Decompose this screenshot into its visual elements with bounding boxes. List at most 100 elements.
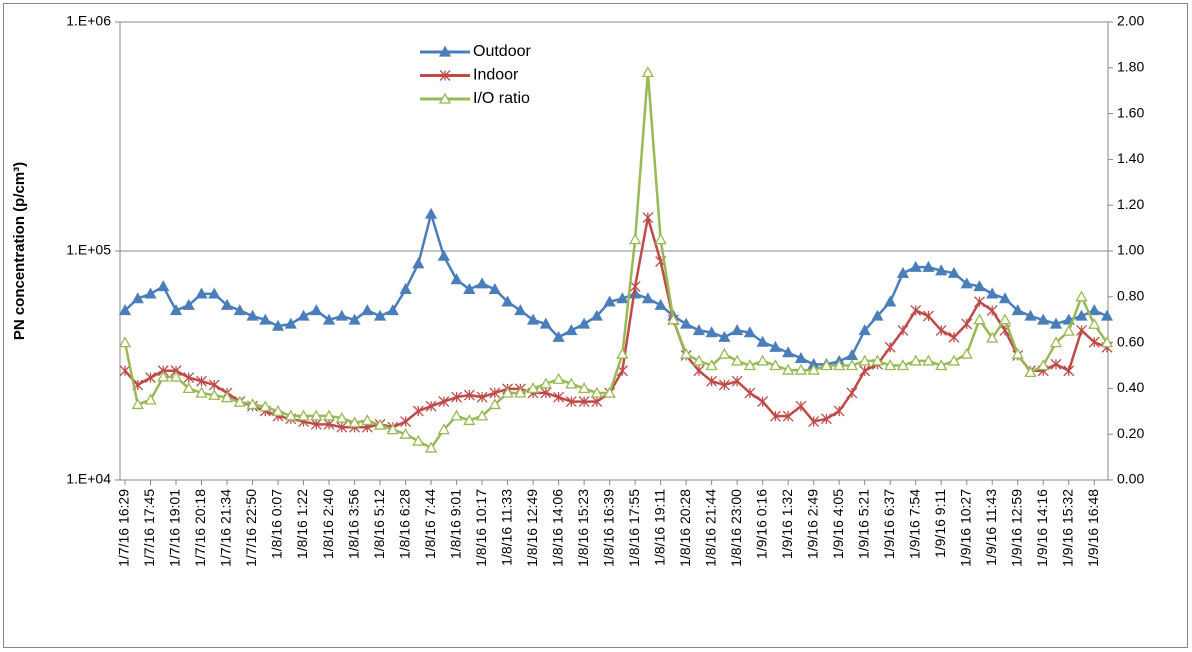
- marker: [246, 309, 259, 321]
- marker: [820, 359, 833, 371]
- marker: [1088, 317, 1101, 329]
- y-tick-label: 1.E+04: [66, 471, 111, 487]
- marker: [450, 409, 463, 421]
- marker: [922, 310, 934, 322]
- marker: [514, 304, 527, 316]
- x-tick-label: 1/8/16 0:07: [269, 489, 285, 559]
- y2-tick-label: 1.40: [1117, 150, 1144, 166]
- marker: [641, 66, 654, 78]
- marker: [692, 354, 706, 366]
- marker: [183, 372, 195, 384]
- marker: [794, 363, 808, 375]
- x-tick-label: 1/8/16 21:44: [702, 489, 718, 567]
- marker: [808, 416, 820, 428]
- marker: [335, 309, 348, 321]
- marker: [654, 233, 667, 245]
- marker: [616, 347, 629, 359]
- x-tick-label: 1/9/16 4:05: [830, 489, 846, 559]
- x-tick-label: 1/8/16 2:40: [320, 489, 336, 559]
- x-tick-label: 1/8/16 3:56: [345, 489, 361, 559]
- marker: [756, 354, 769, 366]
- marker: [361, 414, 374, 426]
- marker: [526, 313, 540, 325]
- marker: [424, 207, 438, 219]
- marker: [297, 309, 310, 321]
- marker: [1088, 336, 1100, 348]
- marker: [1049, 317, 1063, 329]
- marker: [437, 249, 450, 261]
- x-tick-label: 1/8/16 9:01: [447, 489, 463, 559]
- marker: [896, 359, 910, 371]
- x-tick-label: 1/7/16 17:45: [141, 489, 157, 567]
- marker: [986, 287, 999, 299]
- marker: [986, 304, 998, 316]
- x-tick-label: 1/8/16 19:11: [651, 489, 667, 566]
- marker: [540, 387, 552, 399]
- x-tick-label: 1/8/16 11:33: [498, 489, 514, 566]
- marker: [922, 354, 935, 366]
- marker: [246, 398, 259, 410]
- marker: [782, 346, 795, 358]
- marker: [323, 418, 335, 430]
- marker: [144, 393, 157, 405]
- x-tick-label: 1/8/16 7:44: [422, 489, 438, 559]
- marker: [1076, 324, 1087, 336]
- y2-tick-label: 0.40: [1117, 379, 1144, 395]
- marker: [208, 388, 221, 400]
- marker: [910, 304, 922, 316]
- marker: [629, 281, 641, 292]
- marker: [488, 283, 501, 295]
- x-tick-label: 1/7/16 19:01: [167, 489, 183, 567]
- marker: [820, 413, 832, 425]
- marker: [565, 377, 578, 389]
- marker: [680, 347, 693, 359]
- x-tick-label: 1/8/16 1:22: [294, 489, 310, 559]
- x-tick-label: 1/9/16 6:37: [881, 489, 897, 559]
- series: [118, 66, 1114, 453]
- x-tick-label: 1/9/16 5:21: [855, 489, 871, 559]
- marker: [845, 359, 859, 371]
- legend-label: Outdoor: [473, 43, 531, 60]
- marker: [578, 396, 590, 408]
- marker: [182, 298, 195, 310]
- marker: [322, 313, 336, 325]
- marker: [641, 292, 654, 304]
- marker: [412, 257, 425, 269]
- x-tick-label: 1/9/16 10:27: [957, 489, 973, 567]
- marker: [590, 386, 603, 398]
- y-tick-label: 1.E+05: [66, 242, 111, 258]
- marker: [743, 359, 757, 371]
- marker: [195, 386, 208, 398]
- marker: [310, 409, 323, 421]
- marker: [271, 404, 285, 416]
- marker: [909, 260, 922, 272]
- y2-tick-label: 1.00: [1117, 242, 1144, 258]
- marker: [591, 396, 603, 408]
- x-tick-label: 1/8/16 23:00: [728, 489, 744, 567]
- marker: [310, 418, 322, 430]
- marker: [935, 359, 948, 371]
- x-tick-label: 1/9/16 2:49: [804, 489, 820, 559]
- marker: [412, 434, 425, 446]
- x-tick-label: 1/8/16 14:06: [549, 489, 565, 567]
- marker: [1050, 358, 1062, 370]
- marker: [348, 313, 361, 325]
- x-tick-label: 1/9/16 15:32: [1059, 489, 1075, 567]
- marker: [373, 309, 387, 321]
- marker: [501, 386, 514, 398]
- marker: [233, 304, 246, 316]
- marker: [1011, 304, 1024, 316]
- marker: [169, 304, 183, 316]
- marker: [769, 359, 782, 371]
- marker: [693, 365, 705, 377]
- marker: [271, 319, 285, 331]
- marker: [706, 375, 718, 387]
- marker: [259, 313, 272, 325]
- marker: [233, 395, 246, 407]
- marker: [451, 391, 463, 403]
- y2-tick-label: 0.60: [1117, 333, 1144, 349]
- marker: [1100, 309, 1114, 321]
- marker: [1049, 336, 1063, 348]
- x-tick-label: 1/8/16 16:39: [600, 489, 616, 567]
- marker: [565, 396, 577, 408]
